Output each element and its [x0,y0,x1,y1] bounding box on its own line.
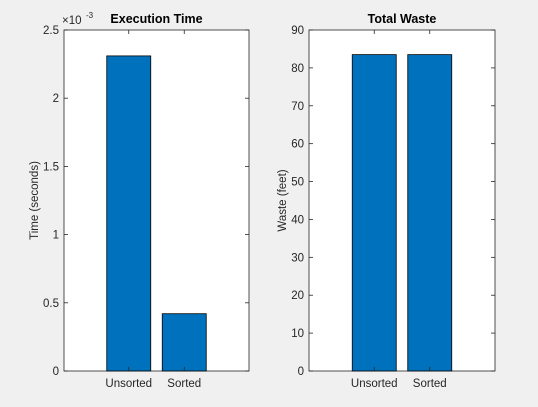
total-waste-yticks: 0 10 20 30 40 50 60 70 80 90 [291,25,495,378]
total-waste-axes-box [308,29,496,372]
execution-time-title: Execution Time [110,12,202,26]
total-waste-bars [351,54,453,372]
ytick-label: 0 [298,366,304,378]
ytick-label: 0 [53,366,59,378]
bar-sorted [407,54,453,372]
bar-unsorted [351,54,397,372]
execution-time-axes-box [63,29,250,372]
execution-time-chart: Execution Time Time (seconds) ×10 -3 0 0.… [29,11,250,390]
xtick-label-unsorted: Unsorted [351,378,398,390]
bar-sorted [161,313,207,372]
ytick-label: 2 [53,93,59,105]
ytick-label: 2.5 [43,25,59,37]
ytick-label: 1 [53,230,59,242]
execution-time-ylabel: Time (seconds) [29,161,41,240]
ytick-label: 0.5 [43,298,59,310]
ytick-label: 20 [291,290,304,302]
bar-unsorted [106,55,152,372]
total-waste-xticks: Unsorted Sorted [351,30,447,390]
ytick-label: 1.5 [43,161,59,173]
execution-time-exponent: ×10 -3 [62,11,94,27]
execution-time-bars [106,55,207,372]
ytick-label: 50 [291,177,304,189]
ytick-label: 40 [291,214,304,226]
total-waste-title: Total Waste [368,12,437,26]
execution-time-exponent-base: ×10 [62,15,82,27]
execution-time-exponent-power: -3 [86,11,94,20]
total-waste-chart: Total Waste Waste (feet) 0 10 20 30 40 50 60 70… [277,12,496,390]
ytick-label: 60 [291,139,304,151]
xtick-label-unsorted: Unsorted [105,378,152,390]
total-waste-ylabel: Waste (feet) [277,169,289,231]
xtick-label-sorted: Sorted [167,378,201,390]
execution-time-xticks: Unsorted Sorted [105,30,201,390]
ytick-label: 80 [291,63,304,75]
ytick-label: 10 [291,328,304,340]
xtick-label-sorted: Sorted [413,378,447,390]
ytick-label: 70 [291,101,304,113]
ytick-label: 30 [291,252,304,264]
ytick-label: 90 [291,25,304,37]
execution-time-yticks: 0 0.5 1 1.5 2 2.5 [43,25,249,378]
